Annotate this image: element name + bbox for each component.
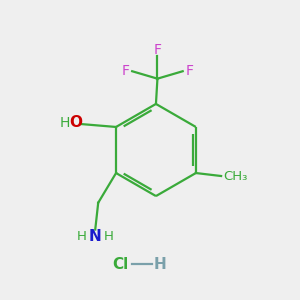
Text: F: F: [185, 64, 193, 78]
Text: H: H: [154, 257, 167, 272]
Text: H: H: [77, 230, 87, 243]
Text: N: N: [89, 230, 102, 244]
Text: F: F: [122, 64, 130, 78]
Text: CH₃: CH₃: [224, 169, 248, 182]
Text: H: H: [104, 230, 114, 243]
Text: Cl: Cl: [112, 257, 128, 272]
Text: F: F: [153, 43, 161, 57]
Text: H: H: [60, 116, 70, 130]
Text: O: O: [69, 115, 82, 130]
